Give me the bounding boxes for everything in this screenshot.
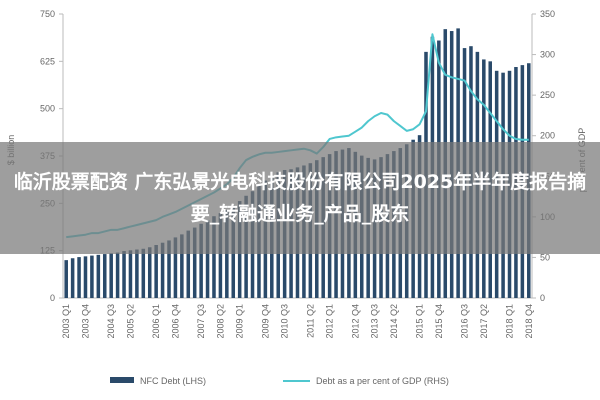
nfc-debt-bar (96, 254, 101, 298)
nfc-debt-bar (199, 223, 203, 298)
right-tick-label: 50 (540, 252, 550, 262)
legend-label-nfc-debt: NFC Debt (LHS) (140, 376, 206, 386)
title-overlay-band: 临沂股票配资 广东弘景光电科技股份有限公司2025年半年度报告摘要_转融通业务_… (0, 142, 600, 254)
right-tick-label: 200 (540, 131, 555, 141)
nfc-debt-bar (205, 219, 210, 298)
left-tick-label: 625 (40, 56, 55, 66)
x-tick-label: 2003 Q4 (80, 304, 90, 339)
nfc-debt-bar (225, 210, 229, 298)
nfc-debt-bar (192, 227, 197, 298)
x-tick-label: 2013 Q3 (370, 304, 380, 339)
x-tick-label: 2014 Q2 (389, 304, 399, 339)
x-tick-label: 2009 Q1 (235, 304, 245, 339)
nfc-debt-bar (122, 251, 126, 298)
nfc-debt-bar (64, 260, 68, 298)
x-tick-label: 2017 Q2 (479, 304, 489, 339)
x-tick-label: 2007 Q3 (196, 304, 206, 339)
left-tick-label: 750 (40, 9, 55, 19)
x-tick-label: 2015 Q4 (434, 304, 444, 339)
x-tick-label: 2005 Q2 (125, 304, 135, 339)
right-tick-label: 0 (540, 293, 545, 303)
x-tick-label: 2009 Q4 (260, 304, 270, 339)
right-tick-label: 250 (540, 90, 555, 100)
nfc-debt-bar (70, 258, 75, 298)
x-tick-label: 2008 Q2 (215, 304, 225, 339)
nfc-debt-bar (90, 255, 94, 298)
nfc-debt-bar (147, 247, 152, 298)
nfc-debt-bar (128, 250, 133, 298)
article-title: 临沂股票配资 广东弘景光电科技股份有限公司2025年半年度报告摘要_转融通业务_… (13, 171, 587, 225)
nfc-debt-bar (173, 237, 178, 298)
nfc-debt-bar (77, 257, 81, 298)
legend-label-debt-gdp: Debt as a per cent of GDP (RHS) (316, 376, 449, 386)
nfc-debt-bar (160, 242, 165, 298)
x-tick-label: 2011 Q2 (305, 304, 315, 338)
left-tick-label: 0 (50, 293, 55, 303)
nfc-debt-bar (212, 216, 216, 298)
legend-bar-swatch (110, 377, 134, 383)
nfc-debt-bar (83, 256, 88, 298)
x-tick-label: 2006 Q1 (151, 304, 161, 339)
right-tick-label: 300 (540, 50, 555, 60)
nfc-debt-bar (180, 234, 184, 298)
x-tick-label: 2012 Q4 (350, 304, 360, 339)
x-tick-label: 2016 Q3 (460, 304, 470, 339)
x-tick-label: 2006 Q4 (170, 304, 180, 339)
right-tick-label: 350 (540, 9, 555, 19)
nfc-debt-bar (218, 213, 223, 298)
nfc-debt-bar (167, 240, 171, 298)
x-tick-label: 2018 Q1 (505, 304, 515, 339)
nfc-debt-bar (141, 248, 146, 298)
x-tick-label: 2018 Q4 (524, 304, 534, 339)
nfc-debt-bar (135, 249, 139, 298)
nfc-debt-bar (186, 230, 191, 298)
x-tick-label: 2004 Q3 (106, 304, 116, 339)
nfc-debt-bar (109, 253, 113, 298)
nfc-debt-bar (115, 252, 120, 298)
left-tick-label: 500 (40, 104, 55, 114)
x-tick-label: 2003 Q1 (61, 304, 71, 339)
x-tick-label: 2015 Q1 (415, 304, 425, 339)
x-tick-label: 2012 Q1 (325, 304, 335, 339)
x-tick-label: 2010 Q3 (280, 304, 290, 339)
nfc-debt-bar (102, 254, 107, 298)
nfc-debt-bar (154, 244, 158, 298)
